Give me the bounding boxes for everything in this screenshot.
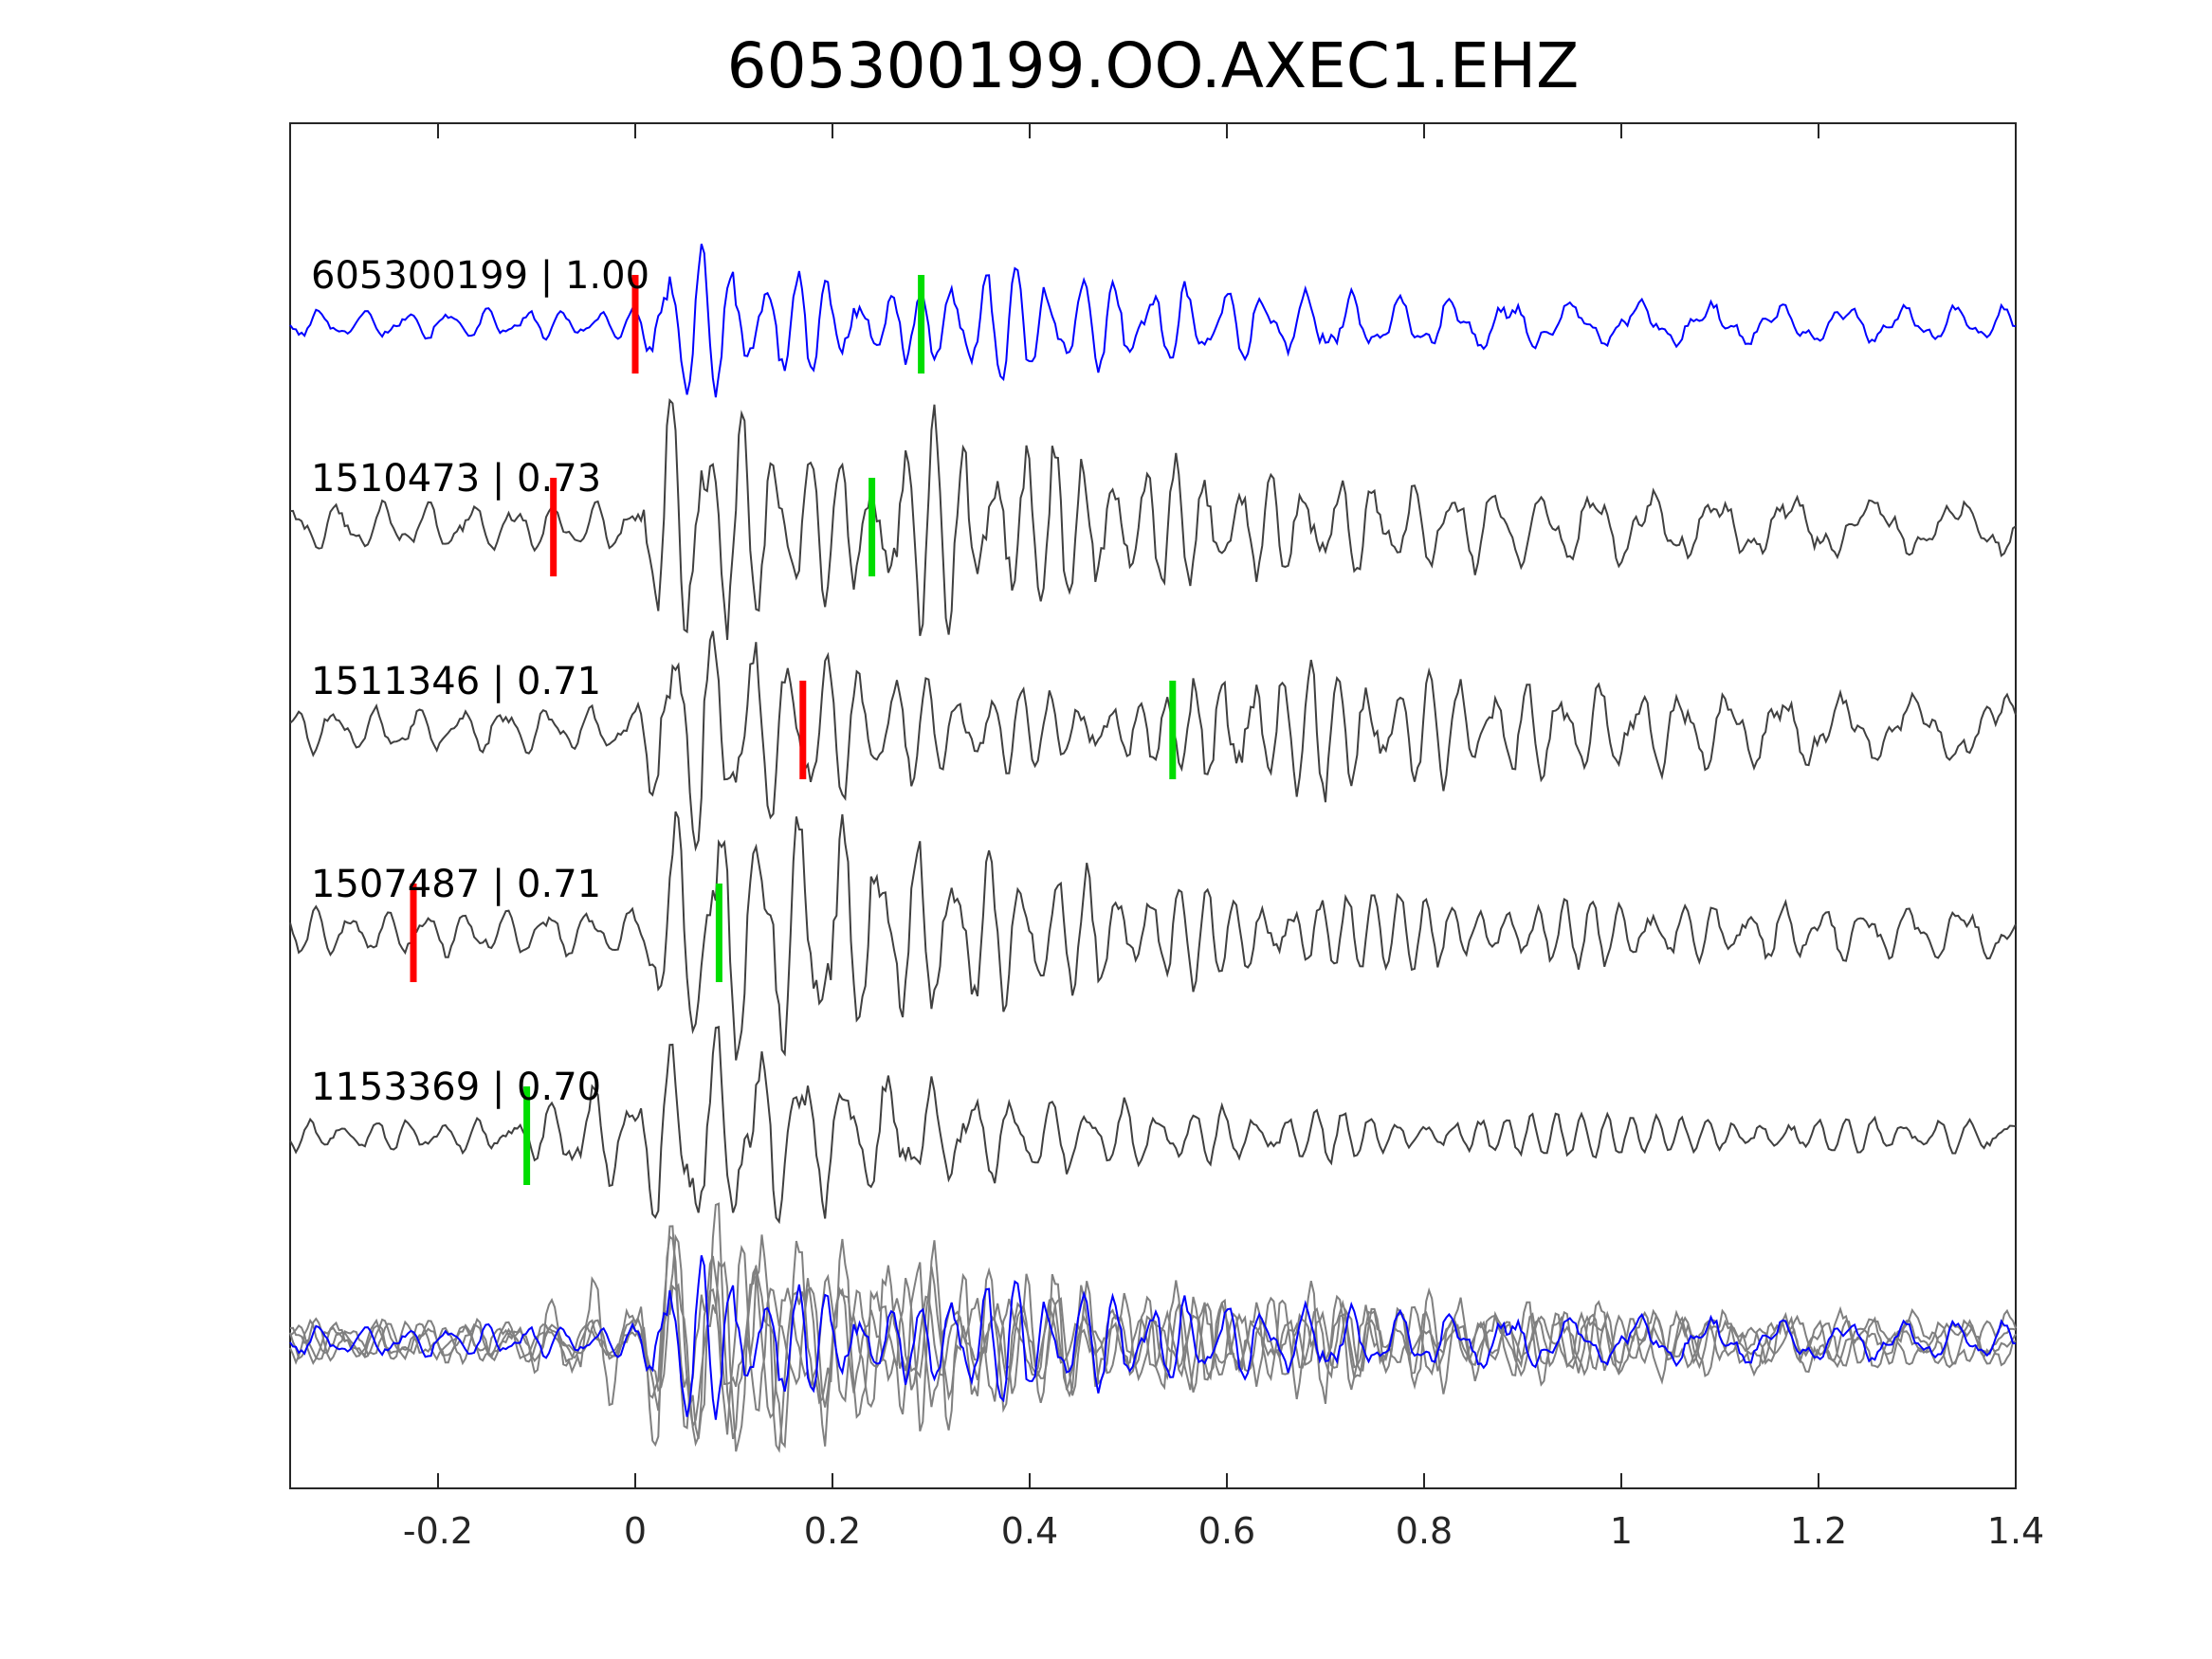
waveform-trace-605300199: [289, 244, 2017, 398]
x-tick-label: 1.4: [1987, 1510, 2044, 1552]
phase-picks: [410, 275, 1177, 1185]
overlay-trace-605300199: [289, 1255, 2017, 1420]
trace-label-1153369: 1153369 | 0.70: [311, 1066, 601, 1109]
waveform-trace-1153369: [289, 1025, 2017, 1225]
x-tick-label: 0.8: [1396, 1510, 1453, 1552]
trace-labels: 605300199 | 1.00 1510473 | 0.73 1511346 | …: [311, 254, 649, 1109]
overlay-trace-1510473: [289, 1234, 2017, 1435]
x-tick-label: -0.2: [403, 1510, 473, 1552]
x-axis-tick-labels: -0.2 0 0.2 0.4 0.6 0.8 1 1.2 1.4: [403, 1510, 2044, 1552]
x-tick-label: 0.6: [1198, 1510, 1255, 1552]
trace-label-1511346: 1511346 | 0.71: [311, 660, 601, 703]
x-tick-label: 0: [624, 1510, 647, 1552]
waveform-trace-1507487: [289, 811, 2017, 1061]
x-tick-label: 0.2: [804, 1510, 861, 1552]
waveform-trace-1511346: [289, 630, 2017, 852]
chart-title: 605300199.OO.AXEC1.EHZ: [727, 29, 1580, 102]
x-axis-ticks: [437, 123, 2017, 1488]
x-tick-label: 0.4: [1001, 1510, 1058, 1552]
trace-label-605300199: 605300199 | 1.00: [311, 254, 649, 298]
x-tick-label: 1.2: [1790, 1510, 1847, 1552]
plot-axes-box: [289, 122, 2017, 1489]
waveform-trace-1510473: [289, 398, 2017, 641]
overlay-stack: [289, 1202, 2017, 1453]
trace-label-1510473: 1510473 | 0.73: [311, 457, 601, 501]
x-tick-label: 1: [1610, 1510, 1633, 1552]
waveform-traces: [289, 244, 2017, 1225]
trace-label-1507487: 1507487 | 0.71: [311, 863, 601, 906]
